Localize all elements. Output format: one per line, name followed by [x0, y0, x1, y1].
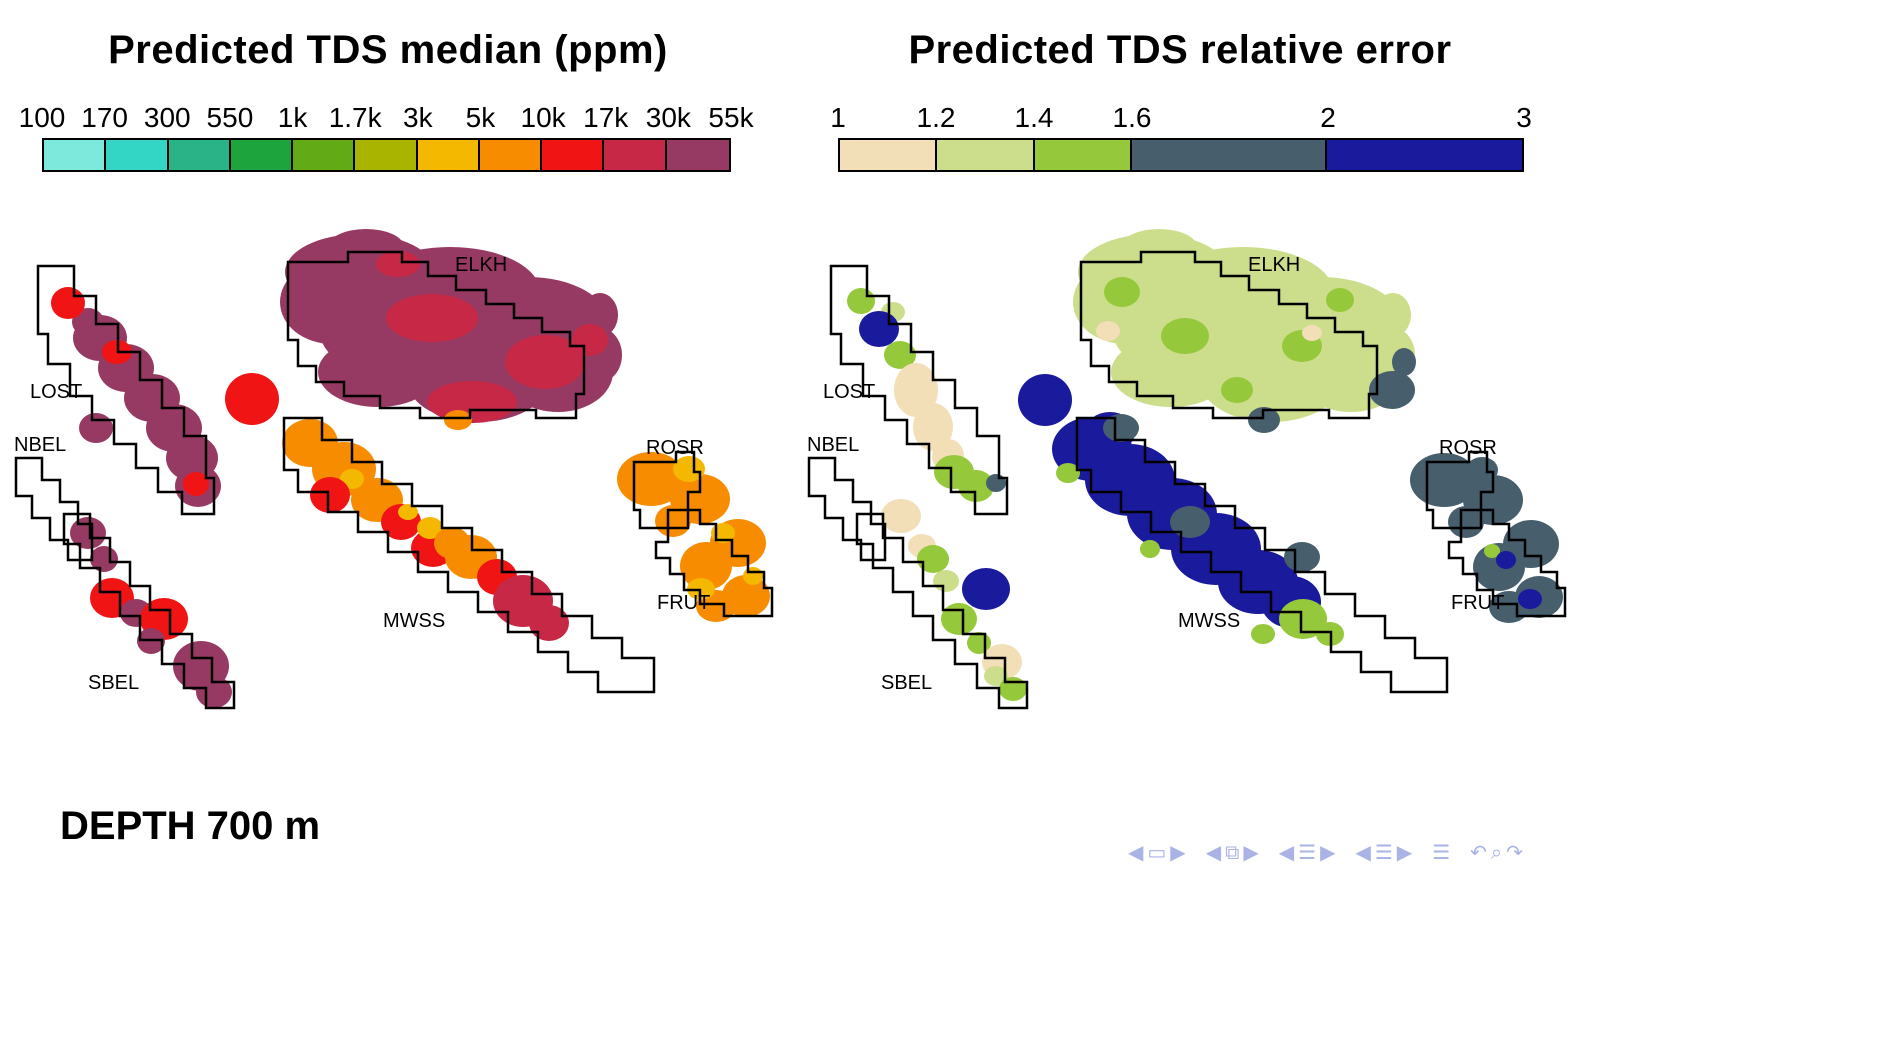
- colorbar-segment: [542, 140, 605, 170]
- region-label-mwss-left: MWSS: [383, 610, 446, 632]
- section-back-icon[interactable]: ◀: [1355, 842, 1371, 864]
- tds-colorbar: 100 170 300 550 1k 1.7k 3k 5k 10k 17k 30k 55k: [19, 100, 754, 172]
- right-panel-title: Predicted TDS relative error: [908, 28, 1452, 72]
- appendix-nav: ☰: [1432, 843, 1450, 863]
- slide-forward-icon[interactable]: ▶: [1170, 842, 1186, 864]
- colorbar-tick-label: 5k: [465, 102, 496, 133]
- colorbar-segment: [293, 140, 356, 170]
- colorbar-tick-label: 2: [1320, 102, 1336, 133]
- colorbar-segment: [840, 140, 938, 170]
- colorbar-tick-label: 550: [206, 102, 254, 133]
- colorbar-segment: [106, 140, 169, 170]
- colorbar-segment: [479, 140, 543, 170]
- tds-elkh-blobs: [225, 229, 622, 430]
- region-label-sbel-right: SBEL: [881, 672, 933, 694]
- appendix-icon[interactable]: ☰: [1432, 842, 1451, 864]
- colorbar-segment: [355, 140, 418, 170]
- region-label-nbel-right: NBEL: [807, 434, 860, 456]
- colorbar-tick-label: 1.6: [1112, 102, 1152, 133]
- colorbar-segment: [604, 140, 667, 170]
- colorbar-segment: [937, 140, 1035, 170]
- region-label-elkh-right: ELKH: [1248, 254, 1301, 276]
- error-sbel-blobs: [881, 499, 1027, 701]
- subsection-forward-icon[interactable]: ▶: [1320, 842, 1336, 864]
- colorbar-tick-label: 17k: [583, 102, 629, 133]
- history-nav: ↶ ⌕ ↷: [1470, 843, 1523, 863]
- section-forward-icon[interactable]: ▶: [1396, 842, 1413, 864]
- region-label-nbel-left: NBEL: [14, 434, 67, 456]
- frame-back-icon[interactable]: ◀: [1205, 842, 1222, 864]
- error-colorbar-segments: [838, 138, 1524, 172]
- search-icon[interactable]: ⌕: [1490, 842, 1503, 864]
- error-colorbar: 1 1.2 1.4 1.6 2 3: [830, 100, 1532, 172]
- frame-forward-icon[interactable]: ▶: [1243, 842, 1259, 864]
- region-label-frut-right: FRUT: [1451, 592, 1505, 614]
- colorbar-tick-label: 300: [143, 102, 191, 133]
- colorbar-segment: [230, 140, 294, 170]
- colorbar-tick-label: 1.4: [1014, 102, 1054, 133]
- error-mwss-blobs: [1052, 412, 1344, 646]
- frame-icon[interactable]: ⧉: [1225, 842, 1240, 864]
- subsection-icon[interactable]: ☰: [1298, 842, 1317, 864]
- error-colorbar-labels: 1 1.2 1.4 1.6 2 3: [830, 100, 1532, 138]
- section-icon[interactable]: ☰: [1374, 842, 1393, 864]
- tds-mwss-blobs: [282, 419, 569, 641]
- slide-back-icon[interactable]: ◀: [1128, 842, 1144, 864]
- colorbar-segment: [1132, 140, 1328, 170]
- subsection-nav: ◀ ☰ ▶: [1279, 843, 1336, 863]
- region-label-rosr-right: ROSR: [1439, 437, 1497, 459]
- colorbar-tick-label: 170: [81, 102, 128, 133]
- slide-icon[interactable]: ▭: [1147, 842, 1167, 864]
- navigation-symbols: ◀ ▭ ▶ ◀ ⧉ ▶ ◀ ☰ ▶ ◀ ☰ ▶ ☰ ↶ ⌕ ↷: [1128, 843, 1523, 863]
- frame-nav: ◀ ⧉ ▶: [1206, 843, 1259, 863]
- colorbar-tick-label: 3k: [403, 102, 433, 133]
- colorbar-segment: [44, 140, 107, 170]
- colorbar-tick-label: 30k: [645, 102, 691, 133]
- colorbar-segment: [417, 140, 480, 170]
- slide-nav: ◀ ▭ ▶: [1128, 843, 1186, 863]
- back-icon[interactable]: ↶: [1470, 842, 1487, 864]
- region-label-sbel-left: SBEL: [88, 672, 140, 694]
- error-elkh-blobs: [1018, 229, 1416, 433]
- region-label-mwss-right: MWSS: [1178, 610, 1241, 632]
- colorbar-tick-label: 1: [830, 102, 846, 133]
- colorbar-tick-label: 55k: [708, 102, 754, 133]
- colorbar-segment: [666, 140, 729, 170]
- section-nav: ◀ ☰ ▶: [1355, 843, 1412, 863]
- tds-colorbar-segments: [42, 138, 731, 172]
- colorbar-segment: [1327, 140, 1522, 170]
- region-label-lost-left: LOST: [30, 381, 83, 403]
- colorbar-tick-label: 1.7k: [328, 102, 382, 133]
- colorbar-tick-label: 1.2: [916, 102, 956, 133]
- region-label-rosr-left: ROSR: [646, 437, 704, 459]
- region-label-frut-left: FRUT: [657, 592, 711, 614]
- colorbar-tick-label: 1k: [277, 102, 308, 133]
- colorbar-tick-label: 100: [18, 102, 66, 133]
- left-panel-title: Predicted TDS median (ppm): [108, 28, 668, 72]
- tds-colorbar-labels: 100 170 300 550 1k 1.7k 3k 5k 10k 17k 30k 55k: [19, 100, 754, 138]
- subsection-back-icon[interactable]: ◀: [1278, 842, 1295, 864]
- colorbar-tick-label: 3: [1516, 102, 1532, 133]
- region-label-lost-right: LOST: [823, 381, 876, 403]
- depth-label: DEPTH 700 m: [60, 804, 321, 848]
- colorbar-tick-label: 10k: [520, 102, 566, 133]
- colorbar-segment: [168, 140, 231, 170]
- colorbar-segment: [1034, 140, 1133, 170]
- region-label-elkh-left: ELKH: [455, 254, 508, 276]
- forward-icon[interactable]: ↷: [1506, 842, 1523, 864]
